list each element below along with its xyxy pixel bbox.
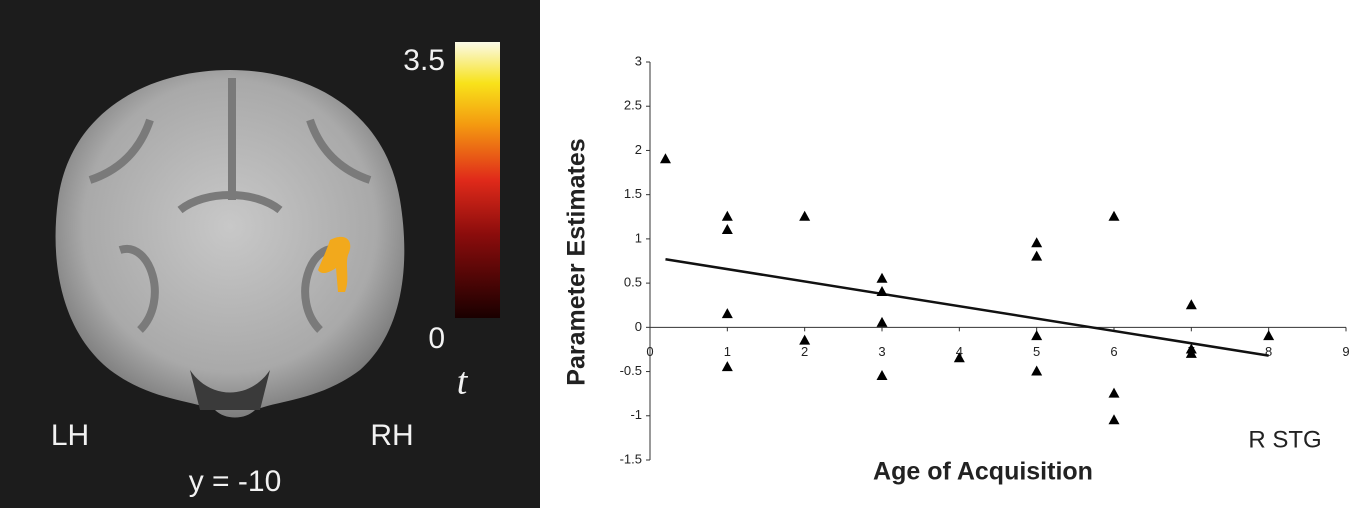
data-point (722, 224, 733, 234)
data-point (877, 273, 888, 283)
y-tick-label: -0.5 (620, 363, 642, 378)
data-point (1109, 388, 1120, 398)
data-point (877, 286, 888, 296)
data-point (1031, 237, 1042, 247)
trend-line (665, 259, 1268, 355)
data-point (877, 317, 888, 327)
y-tick-label: 2 (635, 142, 642, 157)
x-tick-label: 2 (801, 344, 808, 359)
x-tick-label: 3 (878, 344, 885, 359)
data-point (722, 361, 733, 371)
figure: LH RH y = -10 t Parameter Estimates Age … (0, 0, 1365, 508)
x-tick-label: 5 (1033, 344, 1040, 359)
data-point (1263, 330, 1274, 340)
y-tick-label: 2.5 (624, 98, 642, 113)
left-hemisphere-label: LH (51, 419, 89, 452)
x-tick-label: 9 (1342, 344, 1349, 359)
y-tick-label: 3 (635, 53, 642, 68)
colorbar (455, 42, 500, 318)
slice-label: y = -10 (189, 465, 282, 498)
x-axis-label: Age of Acquisition (873, 458, 1093, 486)
colorbar-tick-label: 0 (428, 322, 445, 355)
data-point (1186, 299, 1197, 309)
data-point (1109, 414, 1120, 424)
y-tick-label: 0 (635, 319, 642, 334)
y-tick-label: 1 (635, 230, 642, 245)
data-point (1031, 330, 1042, 340)
y-axis-label: Parameter Estimates (563, 138, 591, 385)
y-tick-label: 1.5 (624, 186, 642, 201)
data-point (1031, 366, 1042, 376)
data-point (1109, 211, 1120, 221)
data-point (877, 370, 888, 380)
colorbar-label: t (457, 361, 469, 403)
x-tick-label: 0 (646, 344, 653, 359)
data-point (660, 153, 671, 163)
y-tick-label: -1 (630, 407, 642, 422)
data-point (722, 308, 733, 318)
y-tick-label: 0.5 (624, 275, 642, 290)
brain-panel: LH RH y = -10 t (0, 0, 540, 508)
data-point (799, 335, 810, 345)
data-point (1031, 251, 1042, 261)
colorbar-tick-label: 3.5 (403, 44, 445, 77)
y-tick-label: -1.5 (620, 451, 642, 466)
data-point (722, 211, 733, 221)
x-tick-label: 6 (1110, 344, 1117, 359)
data-point (799, 211, 810, 221)
x-tick-label: 8 (1265, 344, 1272, 359)
right-hemisphere-label: RH (370, 419, 413, 452)
annotation: R STG (1248, 426, 1321, 453)
x-tick-label: 1 (724, 344, 731, 359)
